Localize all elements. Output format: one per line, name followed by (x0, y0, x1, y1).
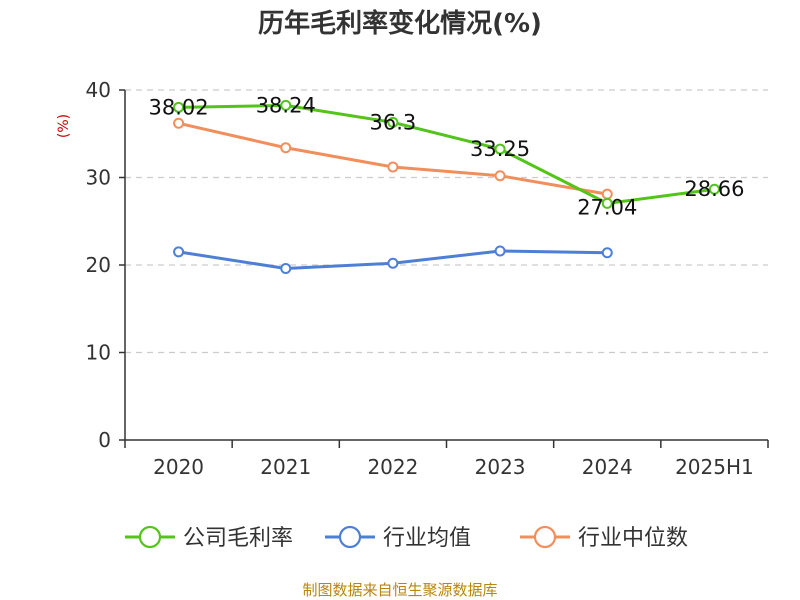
data-label-0: 38.02 (149, 95, 209, 119)
chart-title: 历年毛利率变化情况(%) (258, 8, 542, 39)
series-2-point-2 (387, 161, 399, 173)
y-tick-label-30: 30 (86, 166, 111, 190)
series-1-point-2 (387, 257, 399, 269)
series-2-point-3 (494, 170, 506, 182)
x-tick-label-2021: 2021 (260, 455, 311, 479)
series-line-0 (178, 103, 715, 205)
series-2-point-1 (280, 142, 292, 154)
x-tick-label-2024: 2024 (582, 455, 633, 479)
grid-lines (125, 89, 768, 354)
y-tick-label-40: 40 (86, 78, 111, 102)
series-1-point-4 (601, 247, 613, 259)
legend-item-2: 行业中位数 (520, 525, 688, 551)
x-tick-label-2025H1: 2025H1 (675, 455, 754, 479)
legend-item-1: 行业均值 (325, 525, 471, 551)
legend-marker-0 (138, 525, 162, 549)
legend-label-1: 行业均值 (383, 526, 471, 551)
series-2-point-0 (173, 117, 185, 129)
x-tick-label-2022: 2022 (367, 455, 418, 479)
x-tick-label-2020: 2020 (153, 455, 204, 479)
legend: 公司毛利率 行业均值 行业中位数 (125, 525, 688, 551)
y-tick-label-0: 0 (98, 428, 111, 452)
axes: 0 10 20 30 40 2020 2021 2022 2023 2024 2025H1 (86, 78, 769, 479)
series-0-point-5 (708, 183, 720, 195)
x-tick-label-2023: 2023 (475, 455, 526, 479)
series-1-point-0 (173, 246, 185, 258)
series-0-point-3 (494, 143, 506, 155)
series-group (173, 99, 720, 274)
legend-marker-2 (533, 525, 557, 549)
y-tick-label-10: 10 (86, 341, 111, 365)
data-labels: 38.02 38.24 36.3 33.25 27.04 28.66 (149, 93, 745, 219)
series-0-point-4 (601, 197, 613, 209)
data-label-4: 27.04 (577, 195, 637, 219)
y-axis-unit-label: (%) (56, 114, 72, 138)
legend-item-0: 公司毛利率 (125, 525, 293, 551)
legend-marker-1 (338, 525, 362, 549)
legend-label-0: 公司毛利率 (183, 526, 293, 551)
data-label-1: 38.24 (256, 93, 316, 117)
series-0-point-1 (280, 99, 292, 111)
data-source-note: 制图数据来自恒生聚源数据库 (302, 581, 497, 599)
data-label-5: 28.66 (684, 177, 744, 201)
y-tick-label-20: 20 (86, 253, 111, 277)
series-1-point-3 (494, 245, 506, 257)
series-0-point-0 (173, 101, 185, 113)
data-label-3: 33.25 (470, 137, 530, 161)
series-0-point-2 (387, 116, 399, 128)
series-1-point-1 (280, 263, 292, 274)
data-label-2: 36.3 (370, 110, 417, 134)
legend-label-2: 行业中位数 (578, 526, 688, 551)
